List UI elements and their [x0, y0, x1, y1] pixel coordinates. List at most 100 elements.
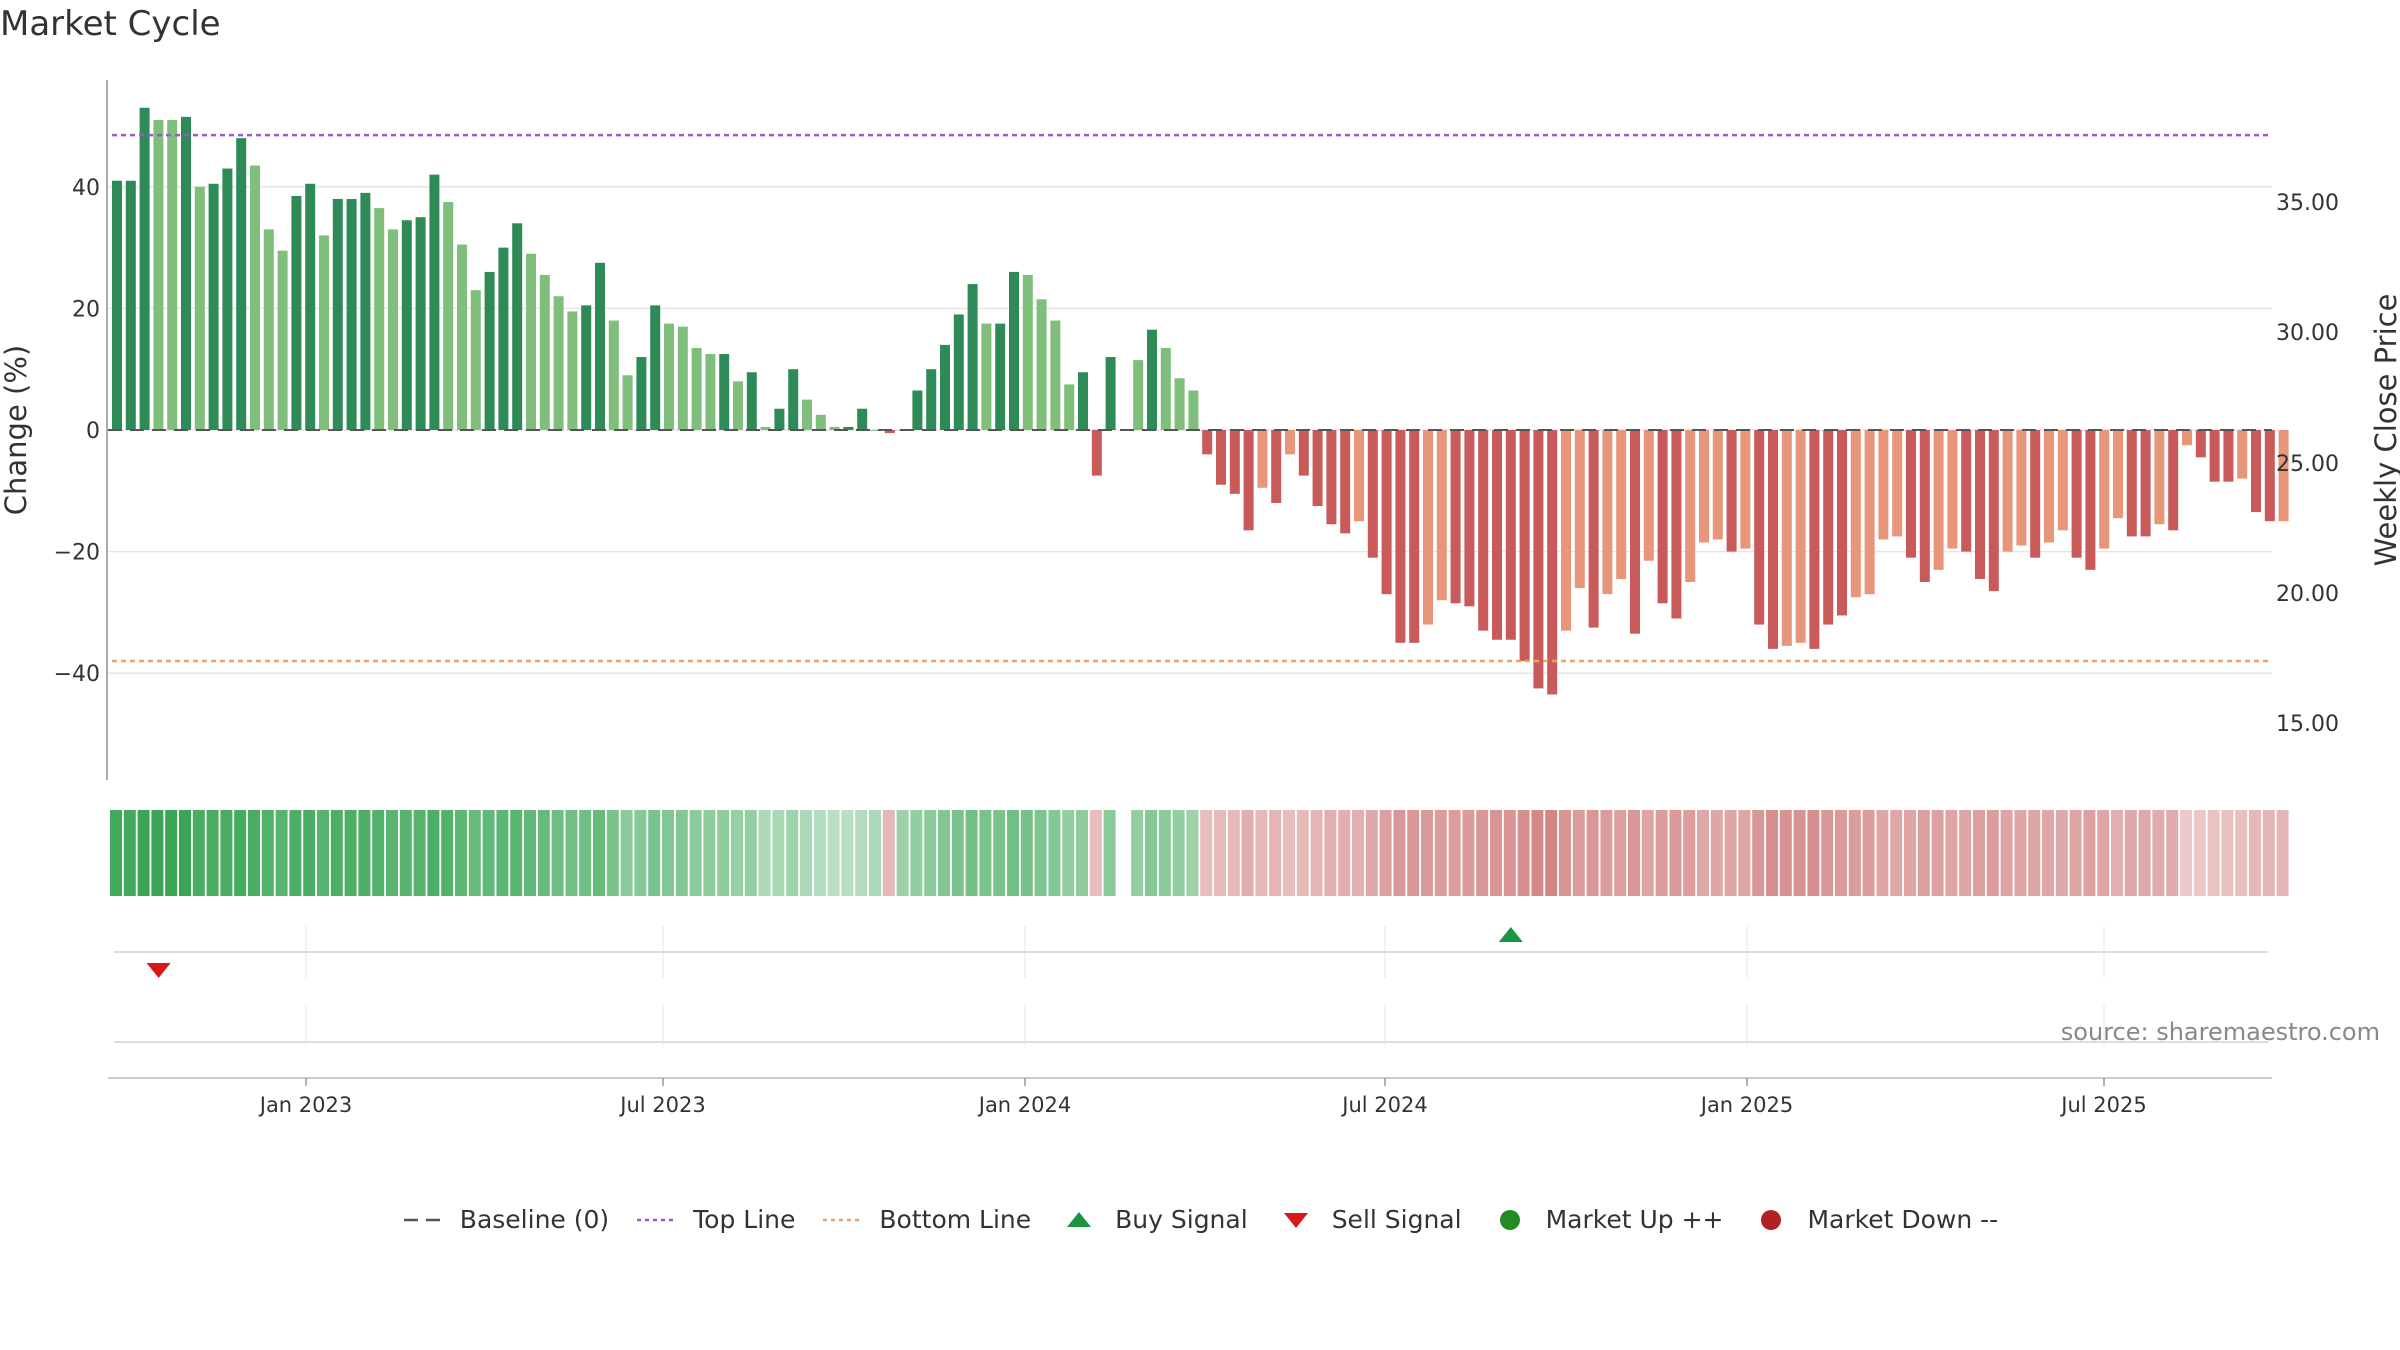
- bar: [1574, 430, 1585, 589]
- bar: [208, 183, 219, 430]
- bar: [139, 107, 150, 430]
- bar: [2264, 430, 2275, 522]
- bar: [319, 235, 329, 430]
- heat-cell: [2000, 810, 2013, 896]
- bar: [733, 381, 743, 430]
- bar: [2278, 430, 2289, 522]
- heat-cell: [579, 810, 592, 896]
- heat-cell: [869, 810, 881, 896]
- bar: [1271, 430, 1282, 503]
- bar: [871, 430, 881, 431]
- bar: [1492, 430, 1502, 640]
- circle-icon: [1761, 1209, 1782, 1230]
- bar: [608, 320, 619, 430]
- bar: [415, 217, 426, 430]
- bar: [1464, 430, 1475, 607]
- bar: [291, 195, 302, 430]
- bar: [622, 375, 633, 430]
- heat-cell: [1365, 810, 1378, 896]
- legend-label: Market Up ++: [1545, 1205, 1724, 1234]
- heat-cell: [1269, 810, 1282, 896]
- bar: [346, 198, 357, 430]
- signal-panel: [114, 926, 2268, 1045]
- heat-cell: [1572, 810, 1585, 896]
- heat-cell: [1434, 810, 1447, 896]
- sell-signal-marker: [146, 963, 171, 978]
- y-tick-label: 0: [86, 419, 100, 444]
- heat-cell: [1835, 810, 1847, 896]
- heat-cell: [2069, 810, 2082, 896]
- heat-cell: [2207, 810, 2220, 896]
- heat-cell: [1614, 810, 1627, 896]
- bar: [2237, 430, 2248, 479]
- bar: [1105, 357, 1116, 430]
- legend-label: Bottom Line: [879, 1205, 1032, 1234]
- triangle-up-icon: [1067, 1211, 1092, 1227]
- heat-cell: [248, 810, 260, 896]
- heat-cell: [965, 810, 978, 896]
- bar: [1160, 347, 1171, 430]
- heat-cell: [1807, 810, 1820, 896]
- heat-cell: [510, 810, 523, 896]
- bar: [443, 202, 454, 430]
- heat-cell: [2166, 810, 2179, 896]
- heat-cell: [620, 810, 633, 896]
- heat-cell: [786, 810, 799, 896]
- heat-cell: [1103, 810, 1116, 896]
- heat-cell: [924, 810, 937, 896]
- bar: [1616, 430, 1627, 579]
- x-tick-label: Jul 2023: [618, 1093, 705, 1117]
- heat-cell: [648, 810, 661, 896]
- heat-cell: [2028, 810, 2041, 896]
- bar: [1312, 430, 1323, 506]
- heat-cell: [731, 810, 743, 896]
- bar: [263, 229, 274, 430]
- bar: [1933, 430, 1944, 570]
- bar: [526, 253, 536, 430]
- heat-strip: [110, 810, 2289, 896]
- bar: [1809, 430, 1820, 649]
- heat-cell: [1752, 810, 1765, 896]
- bar: [1533, 430, 1544, 689]
- heat-cell: [399, 810, 412, 896]
- dotted-line-icon: [823, 1218, 864, 1221]
- heat-cell: [634, 810, 647, 896]
- bar: [1712, 430, 1723, 540]
- bar: [1298, 430, 1309, 476]
- bar: [1961, 430, 1972, 552]
- bar: [125, 180, 136, 430]
- bar: [774, 408, 785, 430]
- heat-cell: [1407, 810, 1420, 896]
- bar: [1050, 320, 1061, 430]
- bar: [181, 116, 191, 430]
- heat-cell: [386, 810, 398, 896]
- heat-cell: [606, 810, 619, 896]
- bar: [884, 430, 895, 434]
- bar: [857, 408, 868, 430]
- bar: [1519, 430, 1530, 662]
- bar: [1409, 430, 1420, 643]
- heat-cell: [427, 810, 440, 896]
- heat-cell: [758, 810, 771, 896]
- heat-cell: [1779, 810, 1792, 896]
- heat-cell: [289, 810, 302, 896]
- heat-cell: [1641, 810, 1654, 896]
- heat-cell: [772, 810, 785, 896]
- heat-cell: [137, 810, 150, 896]
- bar: [1423, 430, 1433, 625]
- bar: [953, 314, 964, 430]
- bar: [1188, 390, 1199, 430]
- heat-cell: [1917, 810, 1930, 896]
- heat-cell: [979, 810, 992, 896]
- bar: [581, 305, 592, 430]
- heat-cell: [165, 810, 178, 896]
- bar: [843, 426, 854, 430]
- bar: [1864, 430, 1875, 595]
- heat-cell: [524, 810, 536, 896]
- bar: [539, 274, 550, 430]
- heat-cell: [1931, 810, 1944, 896]
- heat-cell: [1448, 810, 1461, 896]
- bar: [2030, 430, 2041, 558]
- bar: [1975, 430, 1985, 579]
- heat-cell: [1503, 810, 1516, 896]
